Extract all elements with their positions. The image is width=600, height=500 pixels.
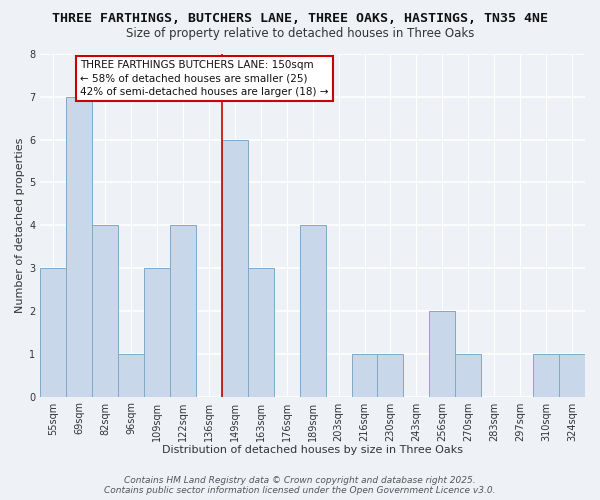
- Bar: [66, 97, 92, 396]
- Bar: [144, 268, 170, 396]
- Bar: [40, 268, 66, 396]
- Text: Contains HM Land Registry data © Crown copyright and database right 2025.
Contai: Contains HM Land Registry data © Crown c…: [104, 476, 496, 495]
- Bar: [118, 354, 144, 397]
- Text: Size of property relative to detached houses in Three Oaks: Size of property relative to detached ho…: [126, 28, 474, 40]
- X-axis label: Distribution of detached houses by size in Three Oaks: Distribution of detached houses by size …: [162, 445, 463, 455]
- Y-axis label: Number of detached properties: Number of detached properties: [15, 138, 25, 313]
- Bar: [533, 354, 559, 397]
- Bar: [430, 311, 455, 396]
- Bar: [377, 354, 403, 397]
- Text: THREE FARTHINGS, BUTCHERS LANE, THREE OAKS, HASTINGS, TN35 4NE: THREE FARTHINGS, BUTCHERS LANE, THREE OA…: [52, 12, 548, 26]
- Bar: [559, 354, 585, 397]
- Bar: [92, 226, 118, 396]
- Bar: [170, 226, 196, 396]
- Text: THREE FARTHINGS BUTCHERS LANE: 150sqm
← 58% of detached houses are smaller (25)
: THREE FARTHINGS BUTCHERS LANE: 150sqm ← …: [80, 60, 329, 97]
- Bar: [248, 268, 274, 396]
- Bar: [222, 140, 248, 396]
- Bar: [352, 354, 377, 397]
- Bar: [299, 226, 326, 396]
- Bar: [455, 354, 481, 397]
